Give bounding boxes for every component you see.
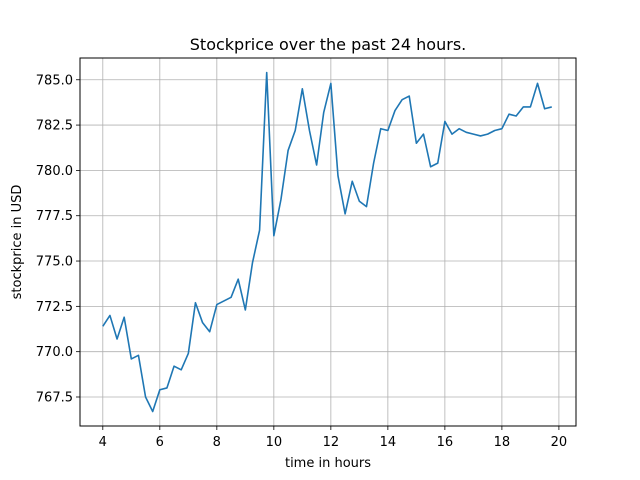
x-tick-label: 4 [99, 435, 107, 450]
x-tick-label: 10 [266, 435, 283, 450]
y-tick-label: 772.5 [36, 300, 73, 315]
plot-frame [79, 57, 577, 427]
y-tick-label: 767.5 [36, 390, 73, 405]
y-tick-label: 780.0 [36, 164, 73, 179]
series-line [102, 71, 552, 413]
y-tick-label: 775.0 [36, 255, 73, 270]
x-axis: 4 6 8 10 12 14 16 18 20 [99, 426, 568, 450]
x-tick-label: 8 [213, 435, 221, 450]
y-tick-label: 785.0 [36, 73, 73, 88]
chart-title: Stockprice over the past 24 hours. [190, 35, 466, 54]
x-tick-label: 14 [380, 435, 397, 450]
x-axis-label: time in hours [285, 456, 371, 471]
grid-lines [80, 58, 576, 426]
y-axis: 767.5 770.0 772.5 775.0 777.5 780.0 782.5 785.0 [36, 73, 80, 405]
y-axis-label: stockprice in USD [10, 185, 25, 300]
y-tick-label: 782.5 [36, 119, 73, 134]
x-tick-label: 6 [156, 435, 164, 450]
series-layer [102, 71, 552, 413]
x-tick-label: 12 [323, 435, 340, 450]
x-tick-label: 18 [494, 435, 511, 450]
y-tick-label: 770.0 [36, 345, 73, 360]
x-tick-label: 20 [551, 435, 568, 450]
y-tick-label: 777.5 [36, 209, 73, 224]
x-tick-label: 16 [437, 435, 454, 450]
